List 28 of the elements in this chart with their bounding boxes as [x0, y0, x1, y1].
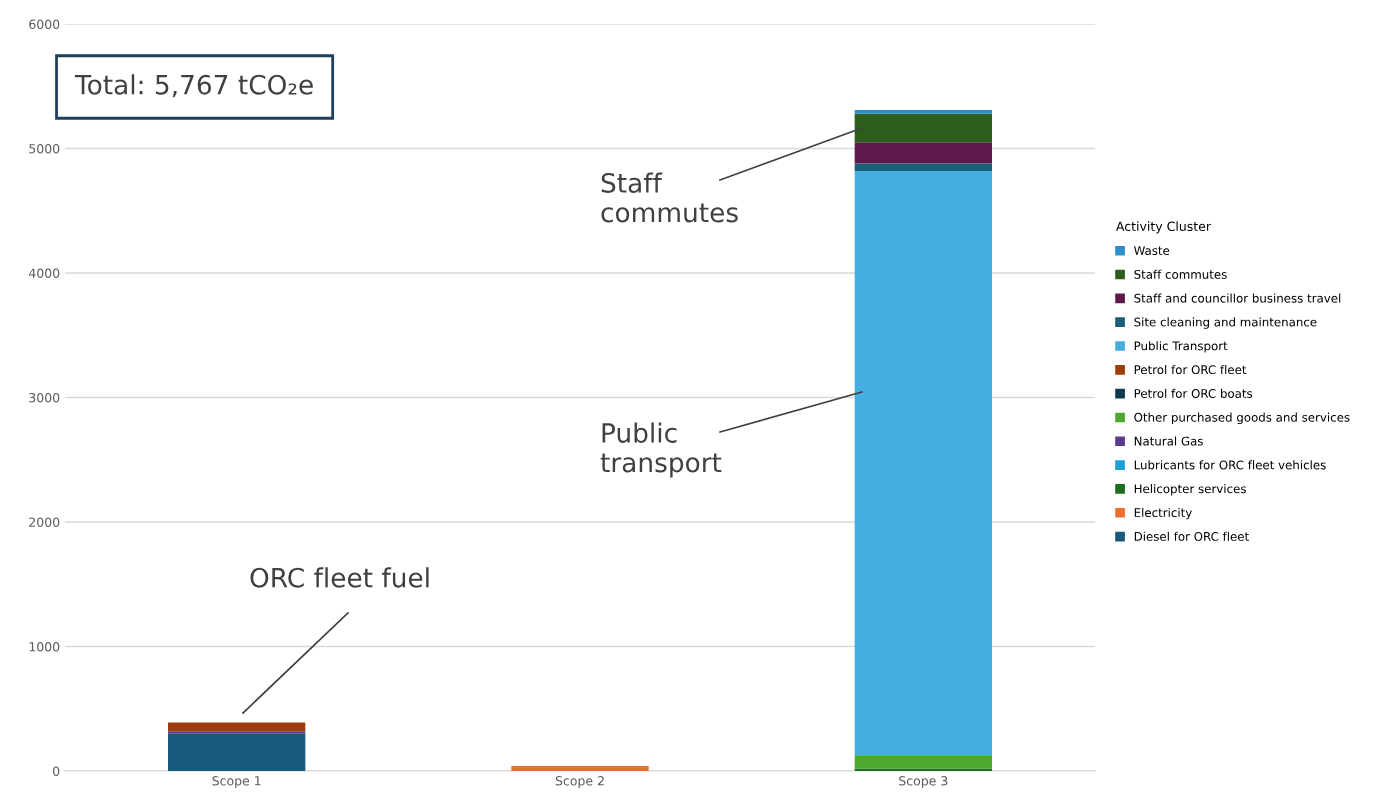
legend-label: Electricity — [1134, 507, 1192, 520]
x-tick-label: Scope 2 — [555, 776, 604, 788]
legend-title: Activity Cluster — [1116, 221, 1212, 234]
legend-label: Natural Gas — [1134, 436, 1203, 446]
y-tick-label: 5000 — [29, 143, 60, 154]
y-tick-label: 1000 — [29, 641, 60, 652]
annotation: Total: 5,767 tCO₂e — [74, 74, 313, 98]
legend-label: Staff and councillor business travel — [1134, 293, 1341, 303]
legend-label: Public Transport — [1134, 341, 1228, 353]
annotation: Staff commutes — [601, 172, 738, 223]
y-tick-label: 2000 — [29, 517, 60, 527]
annotation: Public transport — [600, 422, 722, 478]
legend-label: Petrol for ORC boats — [1134, 388, 1253, 398]
legend-label: Waste — [1134, 246, 1170, 256]
legend-label: Helicopter services — [1134, 484, 1246, 496]
legend-label: Other purchased goods and services — [1134, 412, 1350, 425]
legend-label: Diesel for ORC fleet — [1134, 531, 1249, 541]
y-tick-label: 0 — [53, 766, 60, 776]
x-tick-label: Scope 1 — [212, 776, 261, 788]
annotation: ORC fleet fuel — [250, 567, 429, 588]
legend-label: Petrol for ORC fleet — [1134, 364, 1247, 375]
legend-label: Lubricants for ORC fleet vehicles — [1134, 460, 1326, 470]
legend-label: Site cleaning and maintenance — [1134, 317, 1317, 329]
y-tick-label: 3000 — [29, 392, 60, 403]
x-tick-label: Scope 3 — [899, 776, 948, 788]
legend-label: Staff commutes — [1134, 269, 1227, 279]
y-tick-label: 6000 — [29, 19, 60, 29]
y-tick-label: 4000 — [28, 268, 60, 278]
